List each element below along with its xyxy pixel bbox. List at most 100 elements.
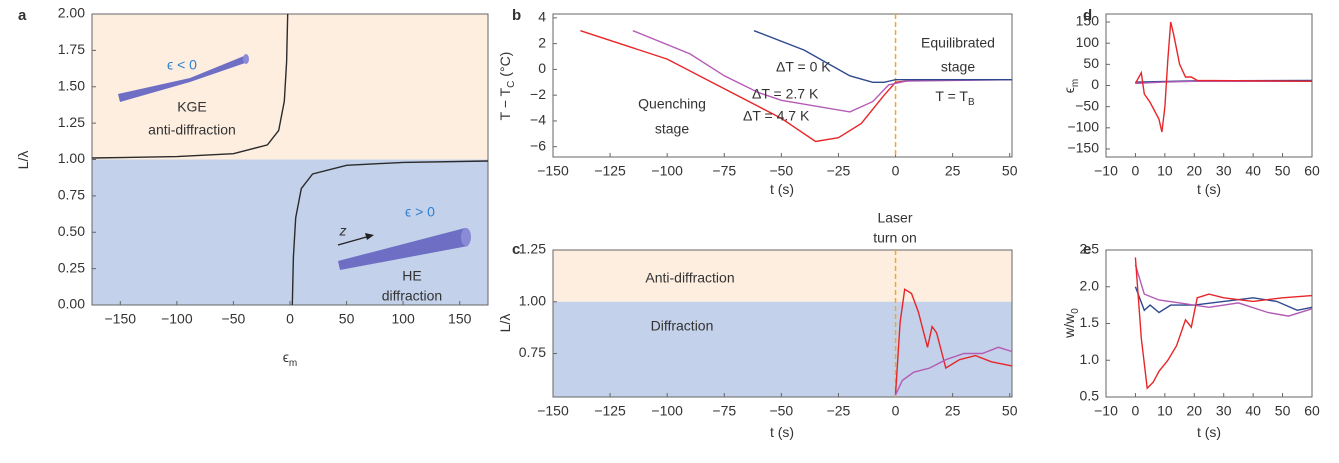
plot-frame bbox=[1105, 13, 1313, 158]
x-tick-label: 10 bbox=[1157, 163, 1173, 179]
y-tick-label: 0.50 bbox=[58, 223, 85, 239]
y-tick-label: −50 bbox=[1075, 97, 1099, 113]
y-axis-label: ϵm bbox=[1061, 79, 1081, 94]
panel-label: a bbox=[18, 7, 27, 24]
y-tick-label: 0 bbox=[538, 60, 546, 76]
y-tick-label: 1.25 bbox=[58, 114, 85, 130]
y-tick-label: 50 bbox=[1083, 55, 1099, 71]
y-tick-label: 0.75 bbox=[58, 187, 85, 203]
x-tick-label: −10 bbox=[1094, 403, 1118, 419]
label-part: t (s) bbox=[1197, 181, 1221, 197]
x-tick-label: −150 bbox=[537, 163, 569, 179]
x-tick-label: 60 bbox=[1304, 163, 1320, 179]
y-tick-label: 0.25 bbox=[58, 259, 85, 275]
annotation-part: T = T bbox=[935, 88, 968, 104]
cone-end bbox=[243, 54, 249, 64]
cone-he bbox=[338, 228, 468, 270]
data-line bbox=[632, 30, 1013, 113]
x-tick-label: 30 bbox=[1216, 163, 1232, 179]
y-axis-label: w/w0 bbox=[1061, 308, 1081, 339]
x-tick-label: 0 bbox=[1132, 403, 1140, 419]
y-tick-label: −100 bbox=[1067, 119, 1099, 135]
annotation: turn on bbox=[873, 230, 917, 246]
x-tick-label: −75 bbox=[712, 163, 736, 179]
panel-label: e bbox=[1083, 241, 1091, 258]
data-line bbox=[894, 346, 1013, 396]
label-part: ϵ bbox=[1061, 87, 1077, 93]
label-part: t (s) bbox=[770, 424, 794, 440]
background-layer bbox=[92, 14, 1012, 397]
data-line bbox=[1134, 21, 1313, 133]
annotation: KGE bbox=[177, 99, 207, 115]
y-tick-label: 1.25 bbox=[519, 241, 546, 257]
y-tick-label: 0.00 bbox=[58, 296, 85, 312]
y-axis-label: L/λ bbox=[15, 151, 31, 170]
x-tick-label: −125 bbox=[594, 163, 626, 179]
y-tick-label: 2.00 bbox=[58, 5, 85, 21]
data-line bbox=[894, 288, 1013, 395]
annotation: stage bbox=[655, 121, 689, 137]
y-axis-label: T − TC (°C) bbox=[497, 52, 517, 121]
annotation: Laser bbox=[877, 210, 912, 226]
y-tick-label: 2.5 bbox=[1080, 241, 1100, 257]
annotations: ϵ < 0 KGE anti-diffraction ϵ > 0 z HE di… bbox=[148, 35, 995, 334]
annotation: ΔT = 2.7 K bbox=[752, 86, 819, 102]
cone-kge bbox=[118, 56, 248, 102]
annotation: Anti-diffraction bbox=[645, 270, 734, 286]
label-part: t (s) bbox=[1197, 424, 1221, 440]
x-tick-label: 50 bbox=[1275, 163, 1291, 179]
y-tick-label: −4 bbox=[530, 112, 546, 128]
annotation: T = TB bbox=[935, 88, 975, 108]
y-tick-label: 1.75 bbox=[58, 41, 85, 57]
label-part: t (s) bbox=[770, 181, 794, 197]
annotation: z bbox=[339, 223, 347, 239]
z-arrow-head bbox=[365, 233, 374, 240]
x-axis-label: ϵm bbox=[283, 349, 298, 369]
cone-icons bbox=[118, 54, 471, 270]
annotation: diffraction bbox=[382, 288, 442, 304]
plot-frame bbox=[552, 249, 1013, 398]
data-line bbox=[753, 30, 1012, 83]
y-tick-label: 0.75 bbox=[519, 344, 546, 360]
y-tick-label: 100 bbox=[1076, 34, 1100, 50]
region bbox=[92, 159, 488, 305]
label-sub: C bbox=[506, 81, 517, 88]
label-part: T − T bbox=[497, 87, 513, 120]
y-tick-label: 1.5 bbox=[1080, 314, 1100, 330]
label-sub: m bbox=[289, 358, 297, 369]
x-tick-label: 20 bbox=[1186, 163, 1202, 179]
x-tick-label: −150 bbox=[105, 311, 137, 327]
data-line bbox=[1134, 286, 1313, 314]
data-line bbox=[1134, 257, 1313, 390]
x-tick-label: 0 bbox=[286, 311, 294, 327]
x-tick-label: 40 bbox=[1245, 403, 1261, 419]
y-axis-label: L/λ bbox=[497, 314, 513, 333]
label-part: w/w bbox=[1061, 313, 1077, 339]
x-tick-label: 60 bbox=[1304, 403, 1320, 419]
x-tick-label: 0 bbox=[892, 403, 900, 419]
x-tick-label: 150 bbox=[448, 311, 472, 327]
x-tick-label: 50 bbox=[1002, 163, 1018, 179]
x-tick-label: −50 bbox=[769, 163, 793, 179]
data-line bbox=[291, 160, 489, 306]
region bbox=[553, 250, 1012, 302]
x-tick-label: 0 bbox=[892, 163, 900, 179]
y-tick-label: 0 bbox=[1091, 76, 1099, 92]
annotation: HE bbox=[402, 268, 421, 284]
x-tick-label: 10 bbox=[1157, 403, 1173, 419]
label-sub: 0 bbox=[1070, 308, 1081, 314]
x-tick-label: 25 bbox=[945, 163, 961, 179]
label-part: L/λ bbox=[15, 151, 31, 170]
annotation: anti-diffraction bbox=[148, 122, 236, 138]
x-tick-label: −125 bbox=[594, 403, 626, 419]
data-line bbox=[91, 13, 289, 159]
panel-label: c bbox=[512, 241, 520, 258]
z-arrow bbox=[337, 235, 371, 246]
x-axis-label: t (s) bbox=[1197, 181, 1221, 197]
x-tick-label: −100 bbox=[161, 311, 193, 327]
y-tick-label: 2.0 bbox=[1080, 277, 1100, 293]
annotation: ΔT = 0 K bbox=[776, 59, 831, 75]
annotation: ϵ < 0 bbox=[167, 57, 197, 73]
x-tick-label: 50 bbox=[1275, 403, 1291, 419]
